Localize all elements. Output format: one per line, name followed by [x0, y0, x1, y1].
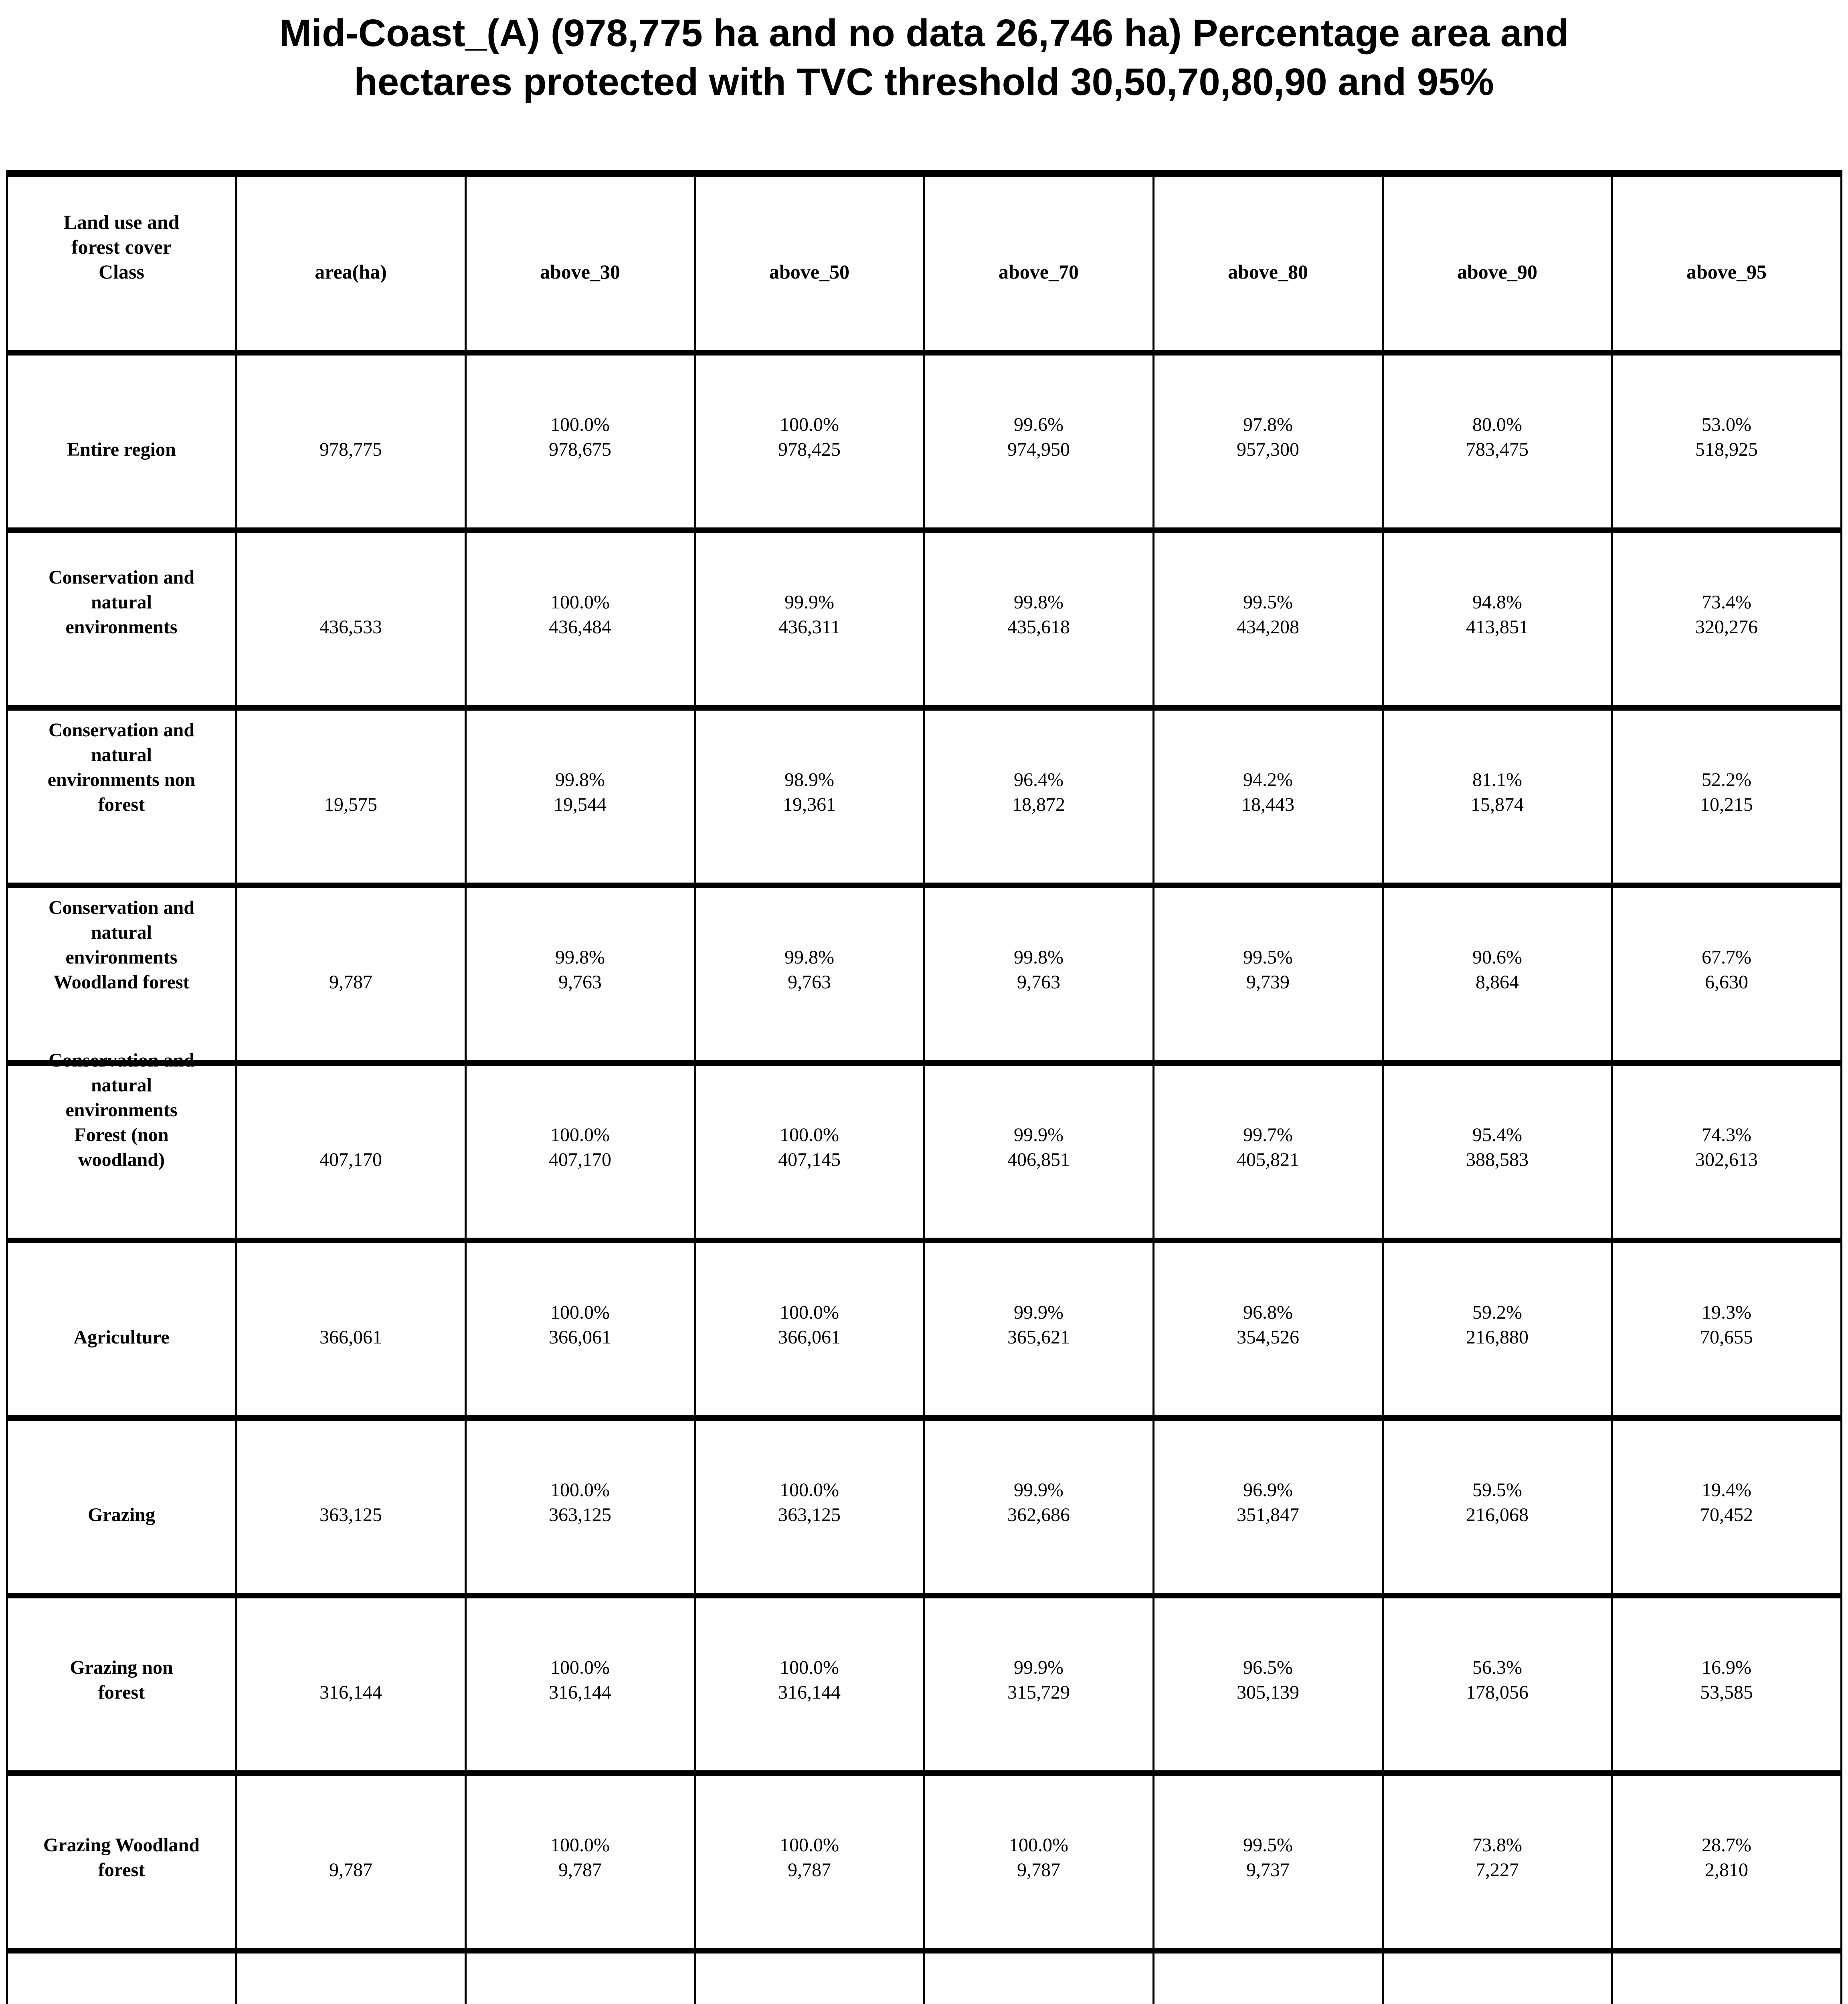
value-cell-9-5: 37.8% 14,060: [1613, 1953, 1842, 2004]
row-label-2: Conservation and natural environments no…: [8, 711, 237, 888]
row-label-4: Conservation and natural environments Fo…: [8, 1050, 237, 1243]
value-cell-2-0: 99.8% 19,544: [466, 711, 696, 888]
value-cell-0-5: 53.0% 518,925: [1613, 356, 1842, 533]
area-cell-0: 978,775: [237, 356, 467, 533]
row-label-8: Grazing Woodland forest: [8, 1776, 237, 1953]
value-cell-5-2: 99.9% 365,621: [925, 1243, 1154, 1421]
value-cell-3-3: 99.5% 9,739: [1154, 888, 1384, 1066]
value-cell-3-4: 90.6% 8,864: [1383, 888, 1613, 1066]
column-header-2: above_30: [466, 177, 696, 356]
value-cell-5-3: 96.8% 354,526: [1154, 1243, 1384, 1421]
area-cell-3: 9,787: [237, 888, 467, 1066]
value-cell-8-0: 100.0% 9,787: [466, 1776, 696, 1953]
area-cell-7: 316,144: [237, 1598, 467, 1776]
value-cell-0-2: 99.6% 974,950: [925, 356, 1154, 533]
row-label-7: Grazing non forest: [8, 1598, 237, 1776]
row-label-6: Grazing: [8, 1421, 237, 1598]
value-cell-6-3: 96.9% 351,847: [1154, 1421, 1384, 1598]
value-cell-5-5: 19.3% 70,655: [1613, 1243, 1842, 1421]
data-table: Land use and forest cover Class area(ha) a…: [6, 170, 1842, 2004]
value-cell-8-4: 73.8% 7,227: [1383, 1776, 1613, 1953]
area-cell-4: 407,170: [237, 1066, 467, 1243]
value-cell-7-0: 100.0% 316,144: [466, 1598, 696, 1776]
value-cell-6-0: 100.0% 363,125: [466, 1421, 696, 1598]
value-cell-4-4: 95.4% 388,583: [1383, 1066, 1613, 1243]
value-cell-3-5: 67.7% 6,630: [1613, 888, 1842, 1066]
value-cell-6-5: 19.4% 70,452: [1613, 1421, 1842, 1598]
value-cell-4-0: 100.0% 407,170: [466, 1066, 696, 1243]
value-cell-8-5: 28.7% 2,810: [1613, 1776, 1842, 1953]
value-cell-7-1: 100.0% 316,144: [696, 1598, 925, 1776]
value-cell-2-3: 94.2% 18,443: [1154, 711, 1384, 888]
column-header-1: area(ha): [237, 177, 467, 356]
value-cell-2-5: 52.2% 10,215: [1613, 711, 1842, 888]
value-cell-9-3: 99.4% 36,974: [1154, 1953, 1384, 2004]
value-cell-2-4: 81.1% 15,874: [1383, 711, 1613, 888]
value-cell-4-3: 99.7% 405,821: [1154, 1066, 1384, 1243]
column-header-3: above_50: [696, 177, 925, 356]
row-label-3: Conservation and natural environments Wo…: [8, 888, 237, 1066]
value-cell-8-1: 100.0% 9,787: [696, 1776, 925, 1953]
value-cell-0-3: 97.8% 957,300: [1154, 356, 1384, 533]
page-title: Mid-Coast_(A) (978,775 ha and no data 26…: [279, 12, 1569, 103]
row-label-1: Conservation and natural environments: [8, 533, 237, 711]
value-cell-9-4: 82.8% 30,795: [1383, 1953, 1613, 2004]
value-cell-1-5: 73.4% 320,276: [1613, 533, 1842, 711]
value-cell-9-1: 100.0% 37,193: [696, 1953, 925, 2004]
value-cell-9-0: 100.0% 37,193: [466, 1953, 696, 2004]
value-cell-3-1: 99.8% 9,763: [696, 888, 925, 1066]
column-header-6: above_90: [1383, 177, 1613, 356]
value-cell-6-2: 99.9% 362,686: [925, 1421, 1154, 1598]
column-header-4: above_70: [925, 177, 1154, 356]
column-header-0: Land use and forest cover Class: [8, 177, 237, 356]
value-cell-7-2: 99.9% 315,729: [925, 1598, 1154, 1776]
value-cell-6-1: 100.0% 363,125: [696, 1421, 925, 1598]
value-cell-8-3: 99.5% 9,737: [1154, 1776, 1384, 1953]
value-cell-4-2: 99.9% 406,851: [925, 1066, 1154, 1243]
value-cell-9-2: 99.9% 37,169: [925, 1953, 1154, 2004]
value-cell-3-2: 99.8% 9,763: [925, 888, 1154, 1066]
value-cell-0-4: 80.0% 783,475: [1383, 356, 1613, 533]
value-cell-1-3: 99.5% 434,208: [1154, 533, 1384, 711]
value-cell-0-1: 100.0% 978,425: [696, 356, 925, 533]
value-cell-7-4: 56.3% 178,056: [1383, 1598, 1613, 1776]
row-label-0: Entire region: [8, 356, 237, 533]
value-cell-1-0: 100.0% 436,484: [466, 533, 696, 711]
area-cell-5: 366,061: [237, 1243, 467, 1421]
value-cell-3-0: 99.8% 9,763: [466, 888, 696, 1066]
area-cell-1: 436,533: [237, 533, 467, 711]
value-cell-6-4: 59.5% 216,068: [1383, 1421, 1613, 1598]
value-cell-4-5: 74.3% 302,613: [1613, 1066, 1842, 1243]
area-cell-8: 9,787: [237, 1776, 467, 1953]
area-cell-6: 363,125: [237, 1421, 467, 1598]
value-cell-5-1: 100.0% 366,061: [696, 1243, 925, 1421]
value-cell-5-0: 100.0% 366,061: [466, 1243, 696, 1421]
row-label-5: Agriculture: [8, 1243, 237, 1421]
value-cell-7-5: 16.9% 53,585: [1613, 1598, 1842, 1776]
column-header-5: above_80: [1154, 177, 1384, 356]
page: Mid-Coast_(A) (978,775 ha and no data 26…: [0, 9, 1848, 2004]
value-cell-8-2: 100.0% 9,787: [925, 1776, 1154, 1953]
value-cell-2-2: 96.4% 18,872: [925, 711, 1154, 888]
value-cell-7-3: 96.5% 305,139: [1154, 1598, 1384, 1776]
value-cell-4-1: 100.0% 407,145: [696, 1066, 925, 1243]
value-cell-1-1: 99.9% 436,311: [696, 533, 925, 711]
value-cell-1-4: 94.8% 413,851: [1383, 533, 1613, 711]
value-cell-1-2: 99.8% 435,618: [925, 533, 1154, 711]
area-cell-9: 37,193: [237, 1953, 467, 2004]
value-cell-0-0: 100.0% 978,675: [466, 356, 696, 533]
value-cell-2-1: 98.9% 19,361: [696, 711, 925, 888]
value-cell-5-4: 59.2% 216,880: [1383, 1243, 1613, 1421]
area-cell-2: 19,575: [237, 711, 467, 888]
row-label-9: Grazing – Forest (non woodland): [8, 1953, 237, 2004]
column-header-7: above_95: [1613, 177, 1842, 356]
